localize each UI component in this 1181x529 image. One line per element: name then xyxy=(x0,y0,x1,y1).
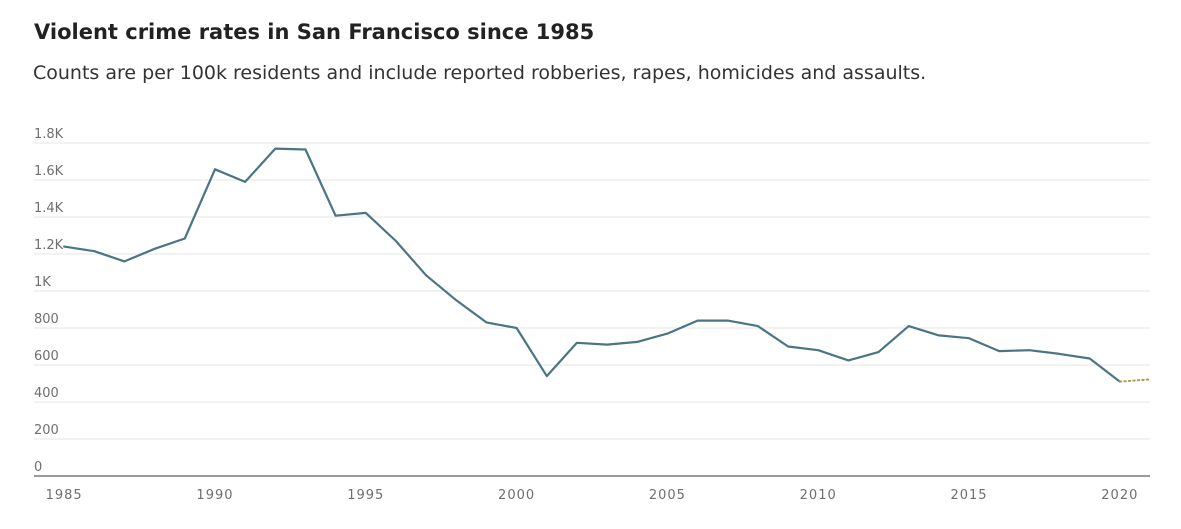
series-lines xyxy=(63,147,1151,383)
x-tick-label: 1985 xyxy=(46,488,83,503)
projected-series-line xyxy=(1118,378,1151,383)
y-tick-label: 1K xyxy=(34,275,51,290)
y-axis-tick-labels: 0 200 400 600 800 1K 1.2K 1.4K 1.6K 1.8K xyxy=(34,127,64,475)
chart-subtitle: Counts are per 100k residents and includ… xyxy=(33,62,927,84)
y-tick-label: 800 xyxy=(34,312,59,327)
x-tick-label: 2005 xyxy=(649,488,686,503)
x-tick-label: 2000 xyxy=(498,488,535,503)
y-tick-label: 1.2K xyxy=(34,238,64,253)
y-tick-label: 1.8K xyxy=(34,127,64,142)
x-tick-label: 2015 xyxy=(950,488,987,503)
x-tick-label: 2020 xyxy=(1101,488,1138,503)
x-tick-label: 1990 xyxy=(196,488,233,503)
x-tick-label: 2010 xyxy=(800,488,837,503)
y-tick-label: 0 xyxy=(34,460,42,475)
y-tick-label: 1.4K xyxy=(34,201,64,216)
y-tick-label: 600 xyxy=(34,349,59,364)
chart-title: Violent crime rates in San Francisco sin… xyxy=(34,20,595,44)
y-tick-label: 200 xyxy=(34,423,59,438)
series-line xyxy=(63,147,1121,383)
x-axis-tick-labels: 1985 1990 1995 2000 2005 2010 2015 2020 xyxy=(46,488,1138,503)
y-tick-label: 400 xyxy=(34,386,59,401)
y-tick-label: 1.6K xyxy=(34,164,64,179)
x-tick-label: 1995 xyxy=(347,488,384,503)
gridlines xyxy=(34,142,1150,440)
